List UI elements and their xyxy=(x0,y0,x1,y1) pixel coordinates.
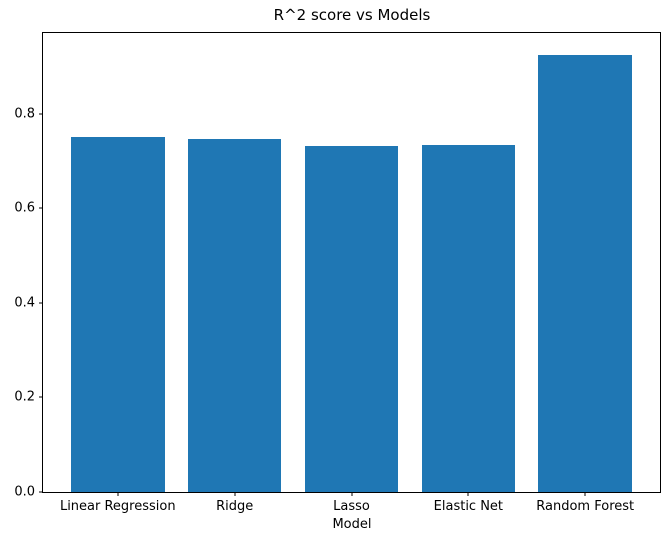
y-tick-label: 0.8 xyxy=(14,106,35,122)
x-tick-label: Elastic Net xyxy=(433,499,504,514)
x-tick-mark xyxy=(584,492,586,496)
y-tick-label: 0.4 xyxy=(14,295,35,311)
bars-layer xyxy=(43,33,660,492)
x-tick-mark xyxy=(351,492,352,496)
x-tick-mark xyxy=(467,492,469,496)
bar-elastic-net xyxy=(421,145,516,492)
plot-area: Linear Regression Ridge Lasso Elastic Net Ra… xyxy=(14,32,661,514)
bar-linear-regression xyxy=(71,137,165,492)
bar-lasso xyxy=(304,145,399,492)
x-tick-mark xyxy=(117,492,119,496)
x-axis-label: Model xyxy=(332,517,372,532)
x-tick-label: Ridge xyxy=(216,499,254,514)
y-tick-mark xyxy=(39,113,43,115)
x-tick-label: Random Forest xyxy=(536,499,635,514)
chart-title: R^2 score vs Models xyxy=(273,6,431,24)
bar-random-forest xyxy=(538,54,632,492)
y-tick-mark xyxy=(39,491,43,493)
bar-ridge xyxy=(187,138,282,492)
ticks-layer: Linear Regression Ridge Lasso Elastic Net Ra… xyxy=(14,33,660,514)
x-tick-label: Lasso xyxy=(333,499,370,514)
y-tick-mark xyxy=(39,207,43,209)
y-tick-label: 0.0 xyxy=(14,484,35,500)
y-tick-label: 0.2 xyxy=(14,389,35,405)
x-tick-mark xyxy=(234,492,236,496)
y-tick-mark xyxy=(39,396,43,398)
y-tick-label: 0.6 xyxy=(14,200,35,216)
y-tick-mark xyxy=(39,302,43,304)
x-tick-label: Linear Regression xyxy=(59,499,176,514)
